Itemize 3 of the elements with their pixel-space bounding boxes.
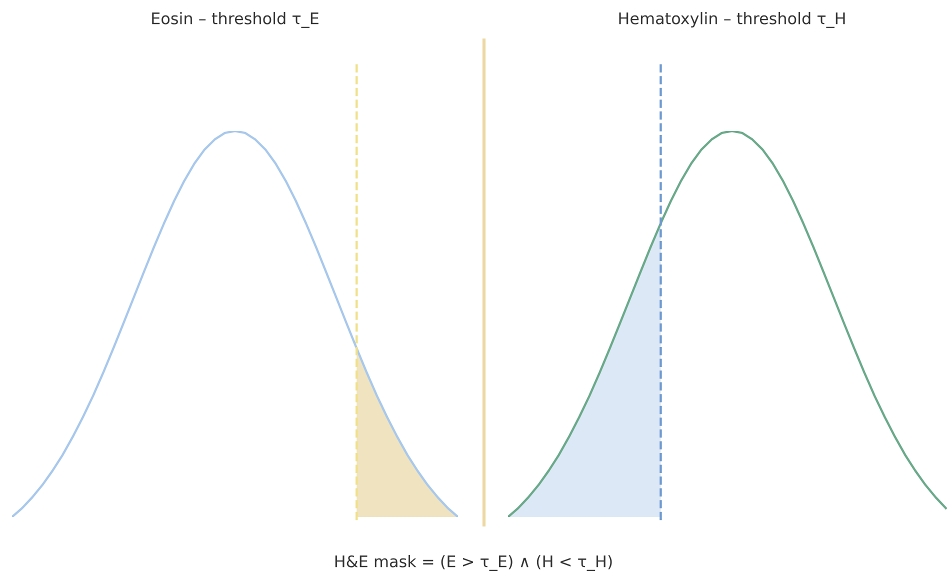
- chart-title: Eosin – threshold τ_E: [152, 12, 318, 28]
- text: H&E mask = (E > τ_E) ∧ (H < τ_H): [335, 555, 612, 571]
- chart-title: Hematoxylin – threshold τ_H: [619, 12, 845, 28]
